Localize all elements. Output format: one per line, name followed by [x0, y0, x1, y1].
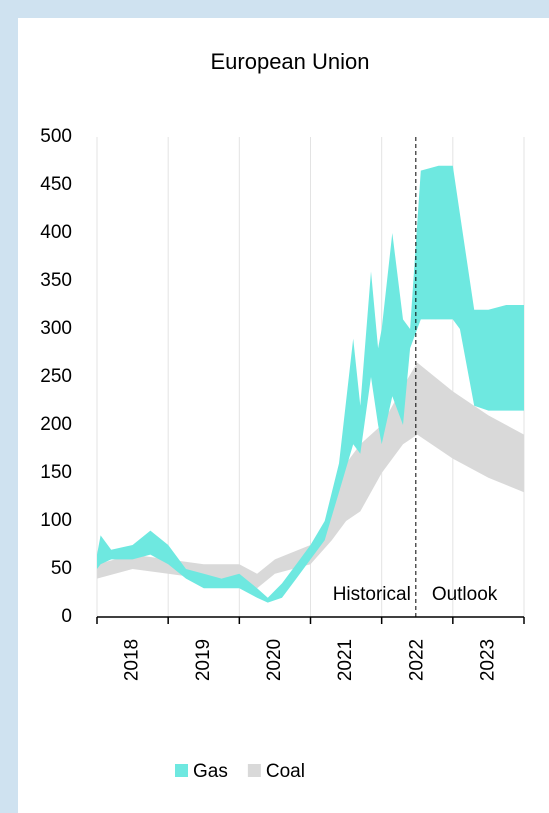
legend-label: Gas — [193, 761, 228, 782]
y-tick-label: 350 — [40, 270, 72, 291]
y-tick-label: 450 — [40, 174, 72, 195]
y-tick-label: 150 — [40, 462, 72, 483]
y-tick-label: 100 — [40, 510, 72, 531]
x-tick-label: 2020 — [264, 639, 285, 681]
y-tick-label: 50 — [51, 558, 72, 579]
range-band — [97, 165, 524, 603]
y-tick-label: 300 — [40, 318, 72, 339]
y-tick-label: 400 — [40, 222, 72, 243]
x-tick-label: 2021 — [335, 639, 356, 681]
x-tick-label: 2023 — [477, 639, 498, 681]
y-tick-label: 200 — [40, 414, 72, 435]
legend-swatch — [175, 764, 188, 777]
annotation: Historical — [333, 584, 411, 605]
legend-swatch — [247, 764, 261, 777]
y-tick-label: 0 — [61, 606, 72, 627]
x-tick-label: 2018 — [122, 639, 143, 681]
legend-label: Coal — [266, 761, 305, 782]
annotation: Outlook — [432, 584, 498, 605]
x-tick-label: 2019 — [193, 639, 214, 681]
y-tick-label: 250 — [40, 366, 72, 387]
chart-title: European Union — [210, 49, 369, 74]
range-band — [97, 362, 524, 589]
x-tick-label: 2022 — [406, 639, 427, 681]
y-tick-label: 500 — [40, 126, 72, 147]
